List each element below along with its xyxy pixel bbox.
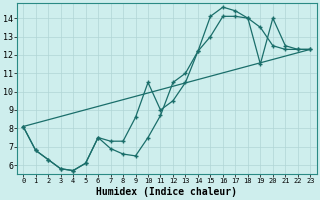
X-axis label: Humidex (Indice chaleur): Humidex (Indice chaleur) bbox=[96, 186, 237, 197]
